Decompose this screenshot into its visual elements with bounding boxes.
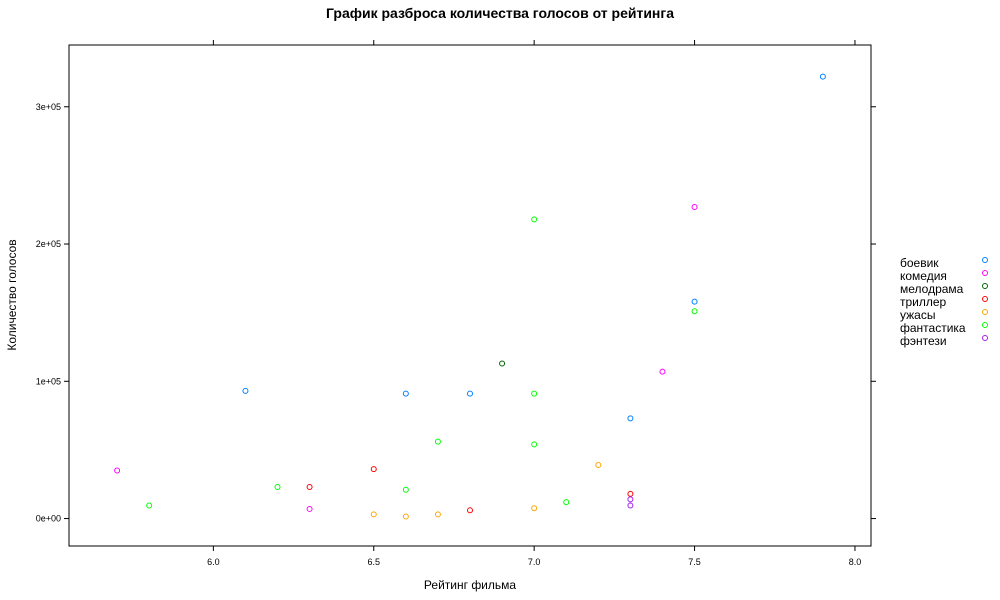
legend-marker: [982, 309, 988, 315]
legend-label: ужасы: [900, 308, 935, 322]
data-point: [467, 507, 473, 514]
data-point: [467, 390, 473, 397]
data-point: [370, 466, 377, 473]
chart-title: График разброса количества голосов от ре…: [326, 5, 674, 21]
data-point: [402, 513, 409, 520]
data-point: [306, 505, 313, 512]
data-point: [242, 387, 249, 394]
y-axis-ticks: 0e+00 1e+05 2e+05 3e+05: [36, 102, 876, 524]
y-tick-label: 0e+00: [36, 514, 61, 524]
legend: боевиккомедиямелодраматриллеружасыфантас…: [900, 256, 988, 348]
x-tick-label: 8.0: [849, 557, 862, 567]
x-tick-label: 6.0: [207, 557, 220, 567]
x-axis-ticks: 6.0 6.5 7.0 7.5 8.0: [207, 40, 861, 567]
data-point: [434, 438, 441, 445]
data-point: [595, 462, 602, 469]
data-point: [627, 496, 634, 503]
data-point: [659, 368, 666, 375]
data-point: [531, 390, 538, 397]
data-point: [114, 467, 121, 474]
data-point: [499, 360, 506, 367]
legend-marker: [982, 283, 988, 289]
legend-marker: [982, 335, 988, 341]
data-point: [274, 483, 281, 490]
y-tick-label: 2e+05: [36, 239, 61, 249]
legend-label: фантастика: [900, 321, 966, 335]
legend-label: комедия: [900, 269, 947, 283]
data-point: [434, 511, 441, 518]
y-tick-label: 1e+05: [36, 376, 61, 386]
legend-label: боевик: [900, 256, 939, 270]
y-tick-label: 3e+05: [36, 102, 61, 112]
data-point: [531, 441, 538, 448]
data-point: [402, 486, 409, 493]
data-point: [563, 499, 570, 506]
y-axis-title: Количество голосов: [5, 239, 19, 350]
x-tick-label: 7.5: [688, 557, 701, 567]
x-tick-label: 7.0: [528, 557, 541, 567]
legend-marker: [982, 270, 988, 276]
legend-label: фэнтези: [900, 334, 947, 348]
legend-marker: [982, 322, 988, 328]
legend-marker: [982, 296, 988, 302]
data-point: [370, 511, 377, 518]
legend-marker: [982, 257, 988, 263]
data-point: [306, 483, 313, 490]
data-point: [531, 216, 538, 223]
x-tick-label: 6.5: [368, 557, 381, 567]
data-point: [819, 73, 826, 80]
legend-label: триллер: [900, 295, 947, 309]
data-point: [627, 502, 634, 509]
x-axis-title: Рейтинг фильма: [424, 578, 516, 592]
legend-label: мелодрама: [900, 282, 964, 296]
data-point: [691, 203, 698, 210]
data-point: [627, 415, 634, 422]
plot-frame: [68, 44, 872, 547]
data-point: [691, 298, 698, 305]
data-point: [531, 505, 538, 512]
data-point: [691, 308, 698, 315]
data-point: [402, 390, 409, 397]
data-point: [146, 502, 153, 509]
data-points: [114, 73, 826, 520]
data-point: [627, 490, 634, 497]
